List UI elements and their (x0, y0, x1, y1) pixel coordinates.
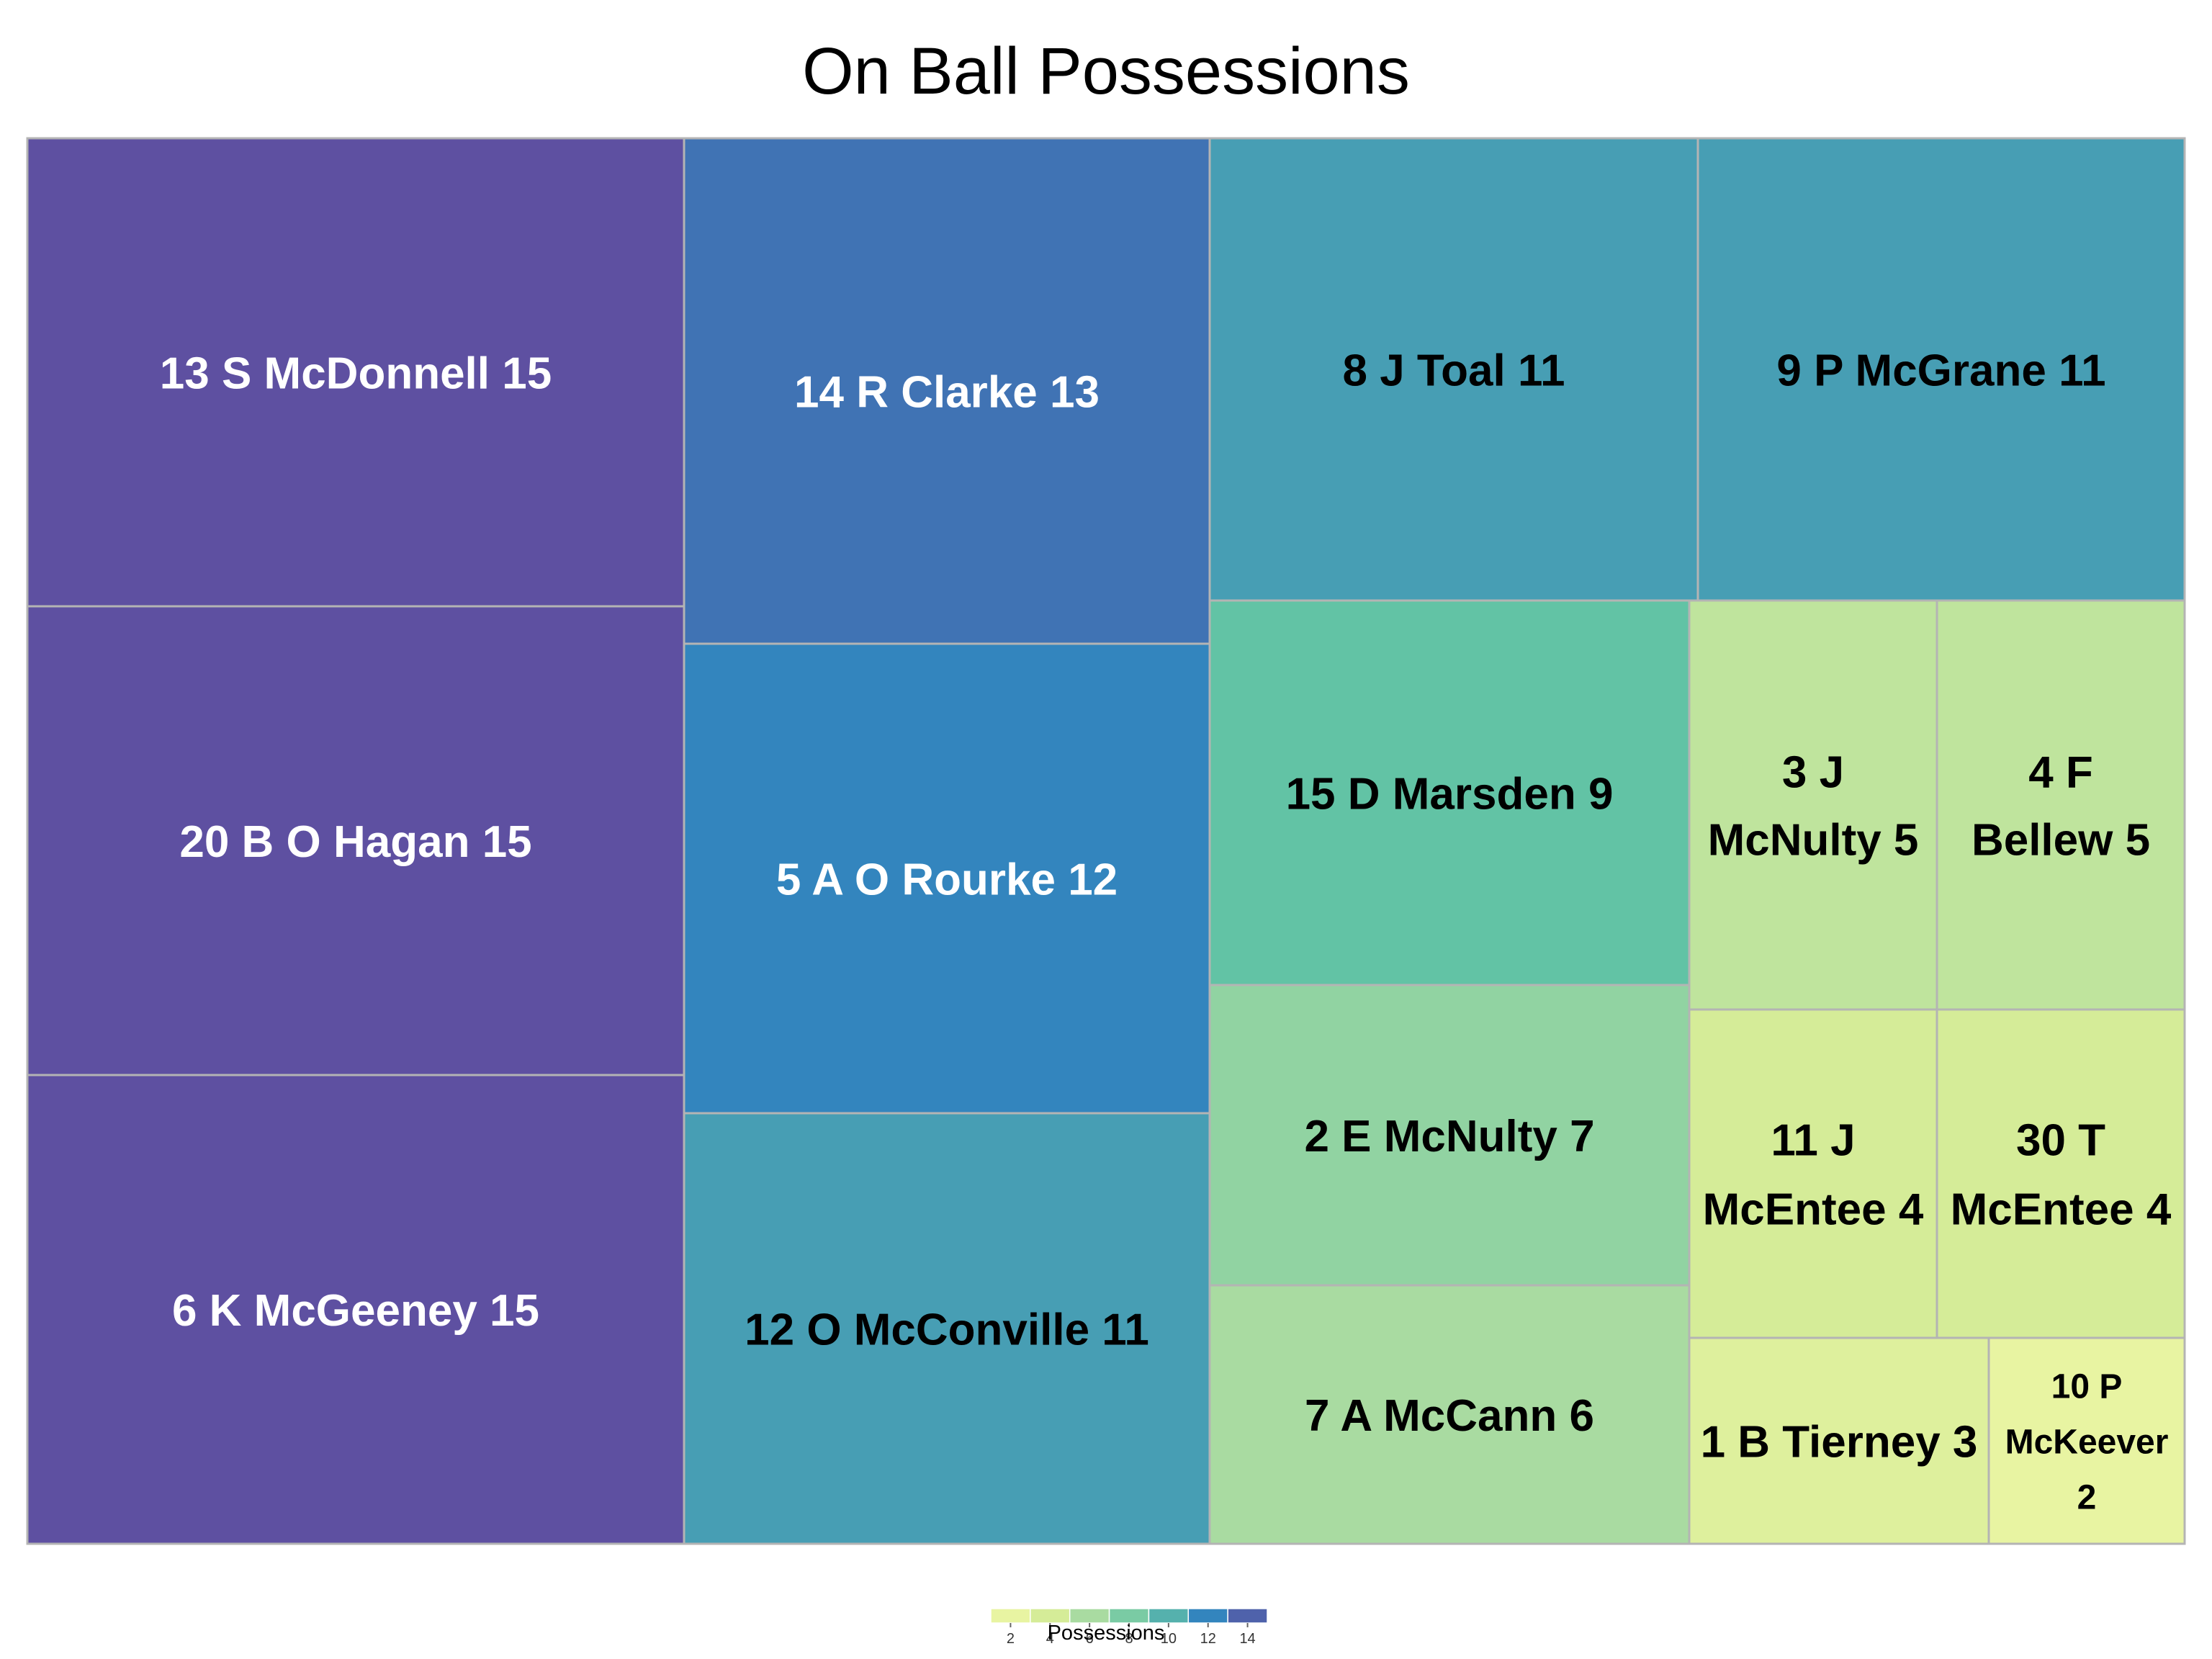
legend-color-bar (990, 1608, 1268, 1624)
tile-label: 9 P McGrane 11 (1776, 346, 2105, 395)
tile-label: 6 K McGeeney 15 (172, 1286, 539, 1336)
tile-label: 13 S McDonnell 15 (160, 349, 552, 398)
tile-rect (1688, 599, 1938, 1011)
tile-14-r-clarke-13: 14 R Clarke 13 (683, 137, 1211, 645)
tile-10-p-mckeever-2: 10 P McKeever 2 (1987, 1336, 2186, 1545)
tile-6-k-mcgeeney-15: 6 K McGeeney 15 (26, 1074, 685, 1545)
tile-15-d-marsden-9: 15 D Marsden 9 (1208, 599, 1691, 986)
tile-label: 14 R Clarke 13 (794, 367, 1100, 417)
legend-swatch (1108, 1608, 1150, 1624)
tile-label-line: 13 S McDonnell 15 (160, 349, 552, 398)
legend-swatch (1030, 1608, 1071, 1624)
tile-rect (26, 137, 685, 608)
legend-swatch (1227, 1608, 1268, 1624)
tile-label: 15 D Marsden 9 (1286, 769, 1614, 819)
tile-rect (1208, 1284, 1691, 1545)
tile-label: 5 A O Rourke 12 (776, 855, 1118, 904)
tile-label: 8 J Toal 11 (1342, 346, 1565, 395)
tile-label-line: 7 A McCann 6 (1305, 1391, 1594, 1441)
tile-rect (1696, 137, 2186, 602)
legend-tick-label: 14 (1239, 1631, 1255, 1647)
tile-rect (1688, 1336, 1990, 1545)
legend-tick-label: 12 (1200, 1631, 1216, 1647)
tile-rect (1987, 1336, 2186, 1545)
tile-label-line: 15 D Marsden 9 (1286, 769, 1614, 819)
legend-swatch (1148, 1608, 1190, 1624)
tile-label-line: McKeever (2005, 1423, 2169, 1461)
tile-30-t-mcentee-4: 30 T McEntee 4 (1936, 1008, 2186, 1339)
tile-label: 30 T McEntee 4 (1951, 1115, 2172, 1234)
legend-ticks: 2 4 6 8 10 12 14 (1007, 1623, 1256, 1647)
treemap-tiles: 13 S McDonnell 15 20 B O Hagan 15 6 K McGe… (26, 137, 2186, 1545)
tile-label-line: McEntee 4 (1951, 1184, 2172, 1234)
tile-20-b-o-hagan-15: 20 B O Hagan 15 (26, 605, 685, 1076)
tile-7-a-mccann-6: 7 A McCann 6 (1208, 1284, 1691, 1545)
tile-label-line: 2 E McNulty 7 (1304, 1112, 1594, 1161)
tile-label-line: 5 A O Rourke 12 (776, 855, 1118, 904)
tile-4-f-bellew-5: 4 F Bellew 5 (1936, 599, 2186, 1011)
legend-tick-label: 6 (1086, 1631, 1094, 1647)
tile-label: 1 B Tierney 3 (1701, 1417, 1978, 1467)
tile-label-line: 3 J (1782, 747, 1844, 797)
tile-rect (1208, 984, 1691, 1287)
tile-12-o-mcconville-11: 12 O McConville 11 (683, 1112, 1211, 1545)
legend-tick-label: 10 (1161, 1631, 1177, 1647)
tile-label-line: 9 P McGrane 11 (1776, 346, 2105, 395)
tile-label: 11 J McEntee 4 (1703, 1115, 1924, 1234)
tile-label: 10 P McKeever 2 (2005, 1367, 2169, 1516)
tile-label-line: 14 R Clarke 13 (794, 367, 1100, 417)
tile-label-line: 4 F (2028, 747, 2093, 797)
tile-11-j-mcentee-4: 11 J McEntee 4 (1688, 1008, 1938, 1339)
legend-swatch (1069, 1608, 1110, 1624)
tile-rect (1936, 599, 2186, 1011)
legend-title: Possessions (1048, 1622, 1165, 1645)
tile-label-line: 6 K McGeeney 15 (172, 1286, 539, 1336)
tile-rect (26, 605, 685, 1076)
tile-label-line: 20 B O Hagan 15 (179, 817, 531, 867)
chart-title: On Ball Possessions (802, 35, 1410, 108)
tile-3-j-mcnulty-5: 3 J McNulty 5 (1688, 599, 1938, 1011)
tile-label-line: Bellew 5 (1972, 815, 2150, 865)
tile-label: 20 B O Hagan 15 (179, 817, 531, 867)
tile-label: 7 A McCann 6 (1305, 1391, 1594, 1441)
tile-label-line: 10 P (2051, 1367, 2123, 1406)
tile-label-line: McEntee 4 (1703, 1184, 1924, 1234)
legend-tick-label: 4 (1046, 1631, 1054, 1647)
tile-1-b-tierney-3: 1 B Tierney 3 (1688, 1336, 1990, 1545)
legend-tick-label: 2 (1007, 1631, 1015, 1647)
tile-rect (26, 1074, 685, 1545)
tile-label-line: 30 T (2016, 1115, 2105, 1165)
tile-rect (1936, 1008, 2186, 1339)
legend-tick-label: 8 (1125, 1631, 1133, 1647)
tile-13-s-mcdonnell-15: 13 S McDonnell 15 (26, 137, 685, 608)
tile-rect (683, 642, 1211, 1115)
tile-5-a-o-rourke-12: 5 A O Rourke 12 (683, 642, 1211, 1115)
tile-label-line: 8 J Toal 11 (1342, 346, 1565, 395)
tile-8-j-toal-11: 8 J Toal 11 (1208, 137, 1699, 602)
legend-swatch (990, 1608, 1031, 1624)
tile-label-line: 2 (2077, 1478, 2097, 1516)
tile-label-line: 1 B Tierney 3 (1701, 1417, 1978, 1467)
tile-rect (1208, 137, 1699, 602)
tile-rect (1688, 1008, 1938, 1339)
tile-label-line: 12 O McConville 11 (745, 1305, 1149, 1354)
color-legend: 2 4 6 8 10 12 14 Possessions (990, 1608, 1268, 1647)
tile-9-p-mcgrane-11: 9 P McGrane 11 (1696, 137, 2186, 602)
tile-label: 3 J McNulty 5 (1708, 747, 1919, 865)
tile-2-e-mcnulty-7: 2 E McNulty 7 (1208, 984, 1691, 1287)
legend-swatch (1187, 1608, 1228, 1624)
tile-label-line: McNulty 5 (1708, 815, 1919, 865)
tile-label: 12 O McConville 11 (745, 1305, 1149, 1354)
tile-label: 2 E McNulty 7 (1304, 1112, 1594, 1161)
tile-rect (683, 137, 1211, 645)
tile-rect (683, 1112, 1211, 1545)
tile-label: 4 F Bellew 5 (1972, 747, 2150, 865)
tile-label-line: 11 J (1771, 1115, 1855, 1165)
